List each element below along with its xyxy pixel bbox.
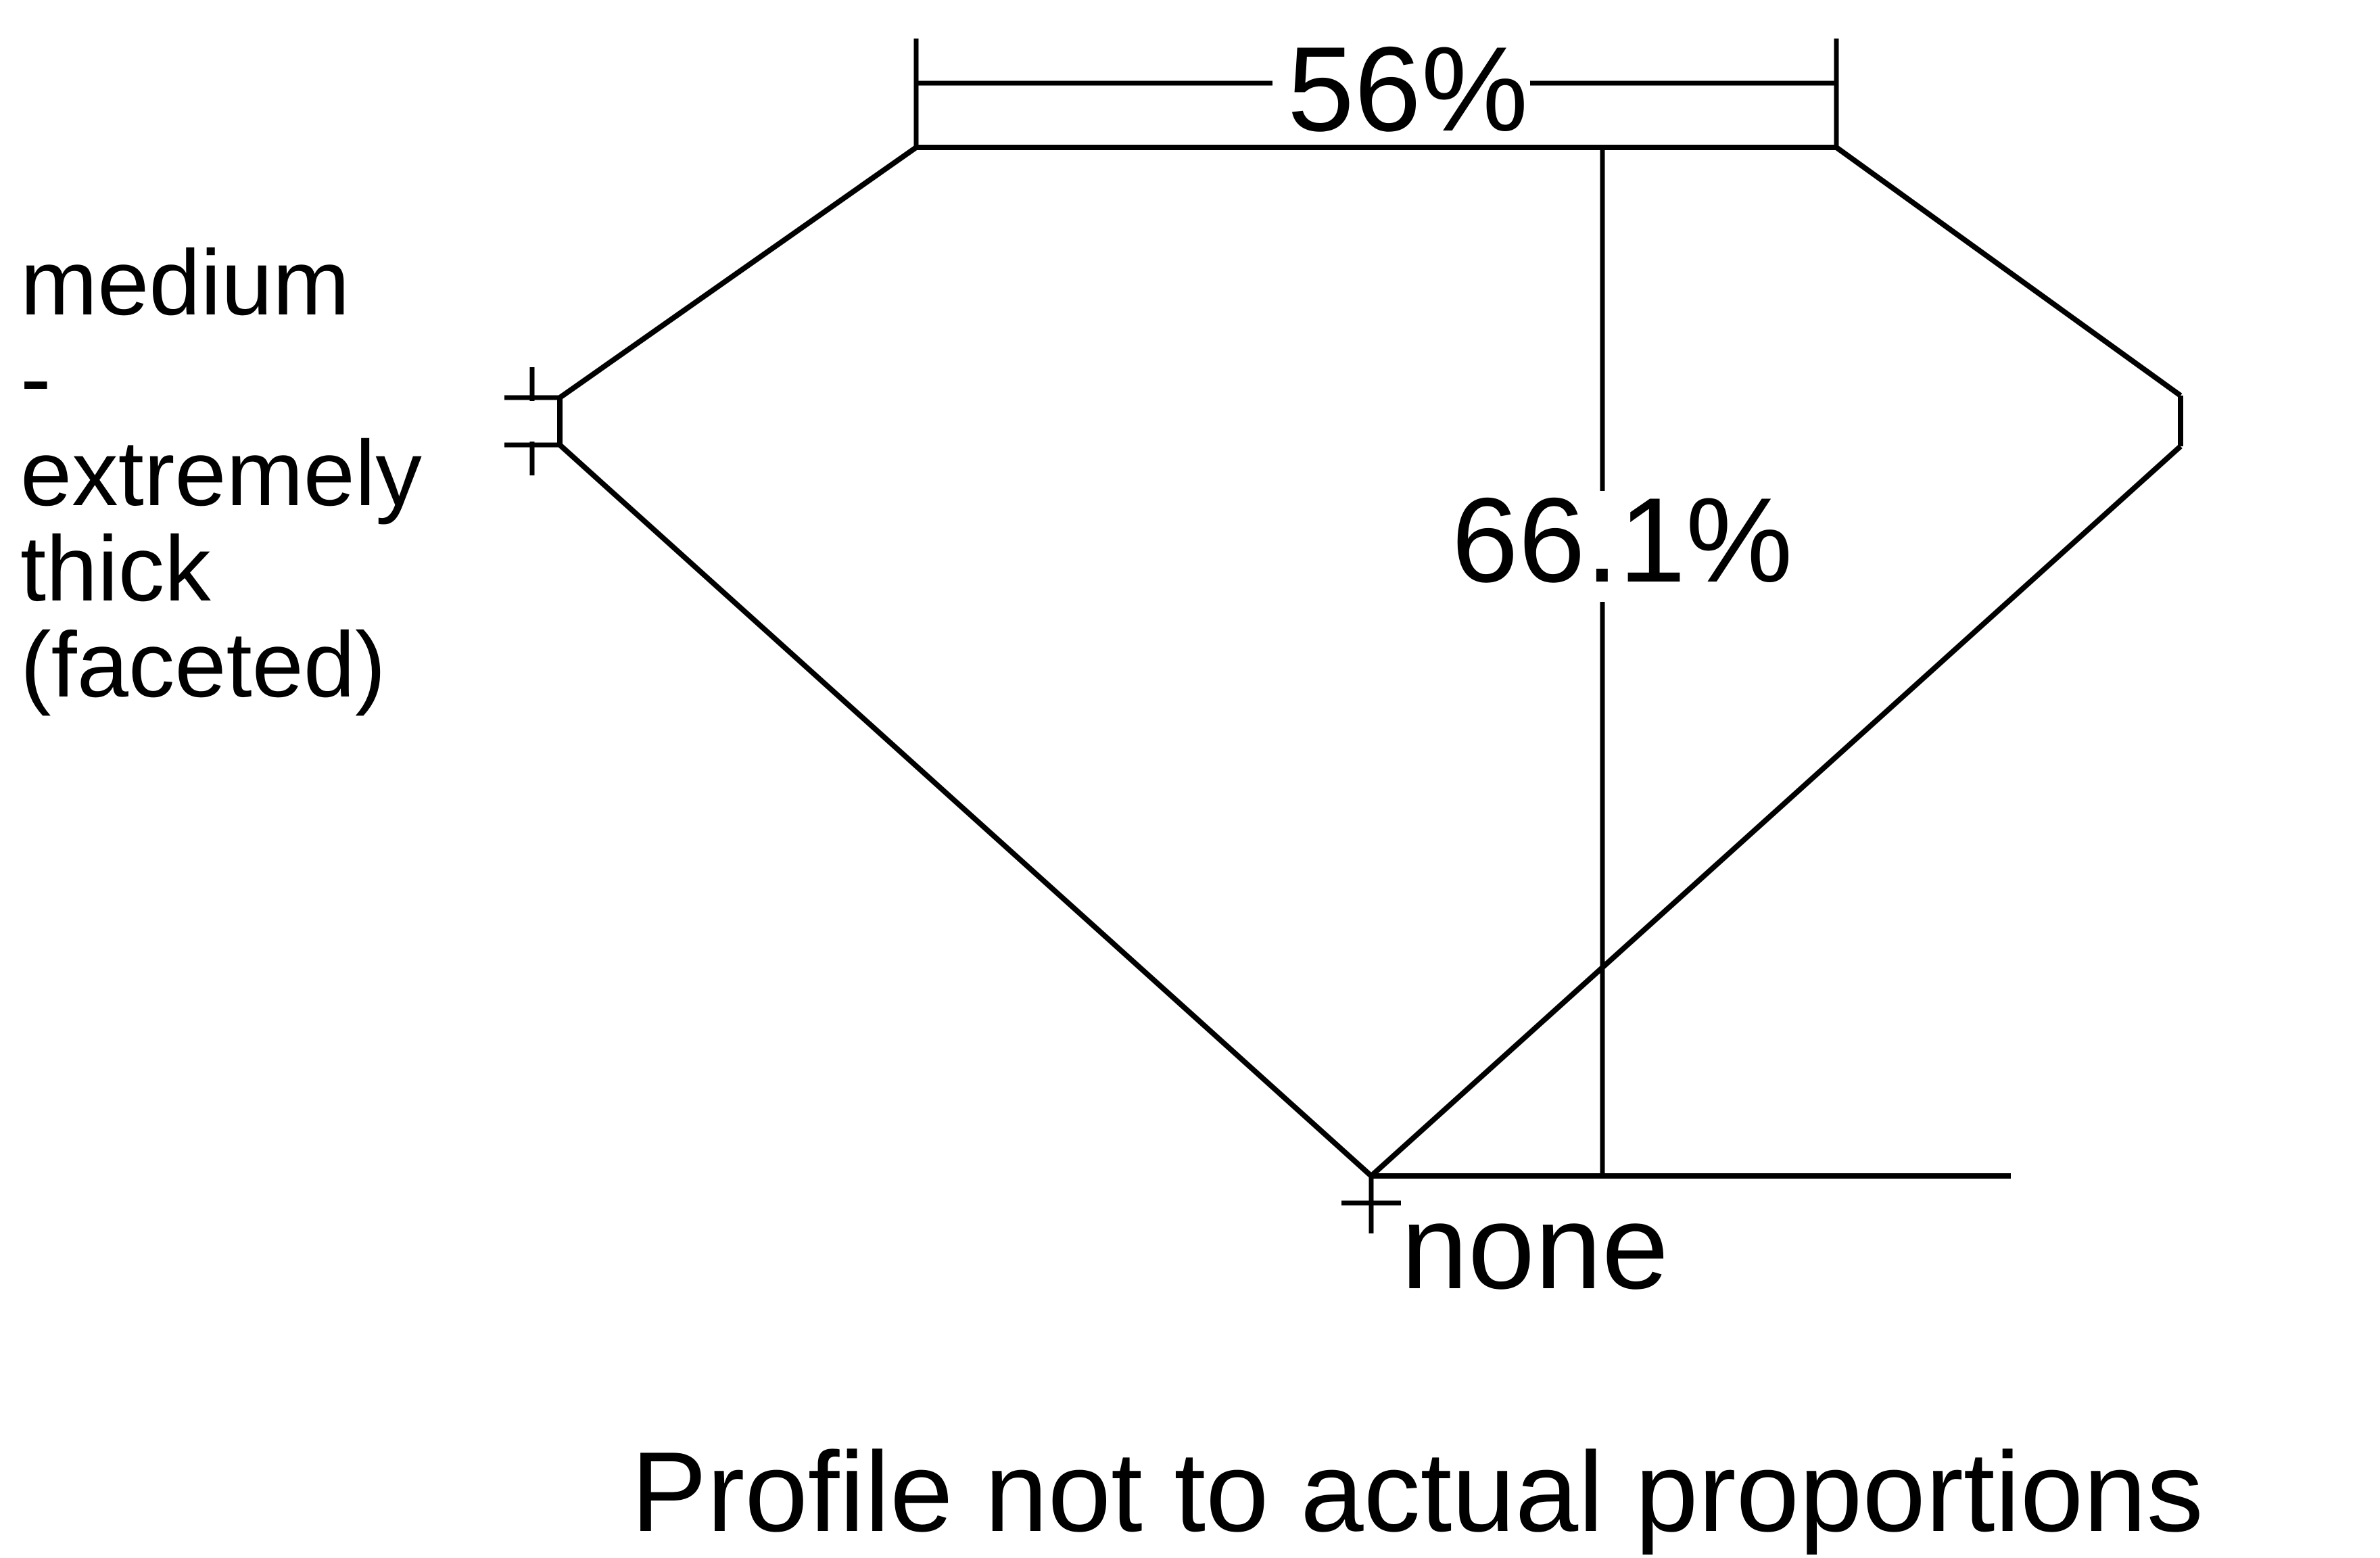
girdle-tick-marks bbox=[504, 367, 560, 475]
girdle-label-line-5: (faceted) bbox=[20, 613, 386, 717]
crown-facet-line-left bbox=[558, 145, 918, 400]
girdle-label-line-4: thick bbox=[20, 517, 211, 621]
depth-measurement: 66.1% bbox=[1452, 147, 1793, 1176]
girdle-label-line-3: extremely bbox=[20, 422, 422, 525]
table-size-label: 56% bbox=[1287, 22, 1528, 156]
caption: Profile not to actual proportions bbox=[631, 1428, 2203, 1555]
pavilion-facet-line-left bbox=[558, 443, 1373, 1178]
diamond-outline bbox=[557, 145, 2183, 1178]
table-measurement: 56% bbox=[913, 22, 1839, 156]
pavilion-facet-line-right bbox=[1369, 444, 2183, 1178]
girdle-label-line-1: medium bbox=[20, 231, 350, 335]
total-depth-label: 66.1% bbox=[1452, 473, 1793, 607]
culet-measurement: none bbox=[1341, 1173, 2011, 1314]
culet-label: none bbox=[1401, 1179, 1669, 1314]
girdle-thickness-label: medium - extremely thick (faceted) bbox=[20, 231, 422, 717]
crown-facet-line-right bbox=[1834, 145, 2183, 398]
girdle-label-line-2: - bbox=[20, 327, 51, 430]
